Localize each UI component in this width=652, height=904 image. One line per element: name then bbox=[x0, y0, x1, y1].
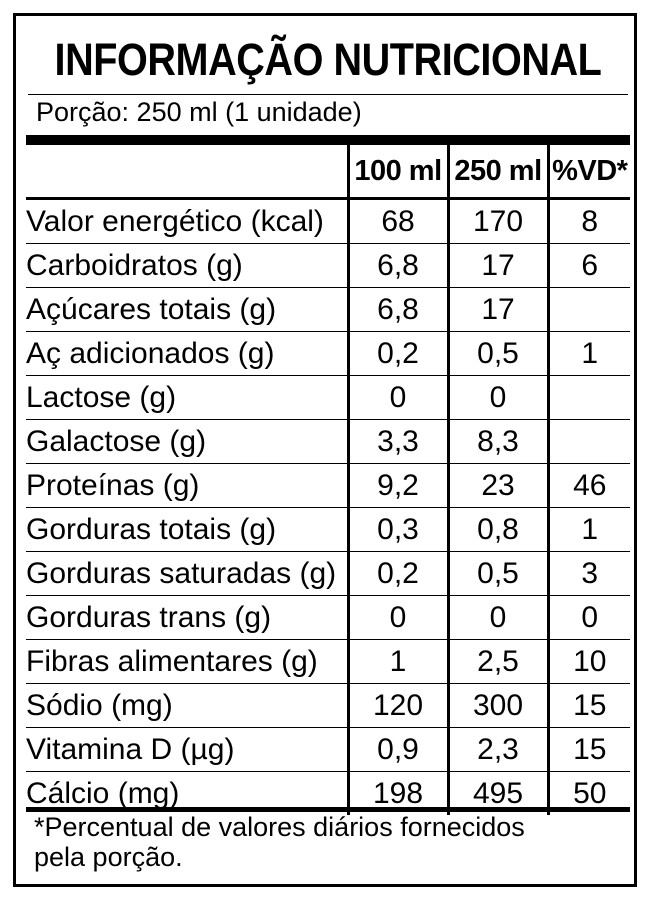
table-row: Gorduras saturadas (g) 0,2 0,5 3 bbox=[26, 551, 630, 596]
table-row: Gorduras trans (g) 0 0 0 bbox=[26, 595, 630, 640]
value-daily-percent: 0 bbox=[581, 600, 599, 634]
table-row: Proteínas (g) 9,2 23 46 bbox=[26, 463, 630, 508]
table-row: Carboidratos (g) 6,8 17 6 bbox=[26, 243, 630, 288]
value-daily-percent bbox=[548, 288, 630, 332]
value-daily-percent: 10 bbox=[573, 644, 607, 678]
value-daily-percent: 3 bbox=[581, 556, 599, 590]
table-header-row: 100 ml 250 ml %VD* bbox=[26, 145, 630, 199]
nutrient-name: Vitamina D (µg) bbox=[26, 727, 350, 772]
nutrient-name: Sódio (mg) bbox=[26, 683, 350, 728]
nutrient-name: Gorduras trans (g) bbox=[26, 595, 350, 640]
bottom-divider bbox=[26, 807, 630, 812]
value-per-250ml: 0,5 bbox=[448, 551, 550, 596]
value-daily-percent: 1 bbox=[581, 512, 599, 546]
value-per-100ml: 9,2 bbox=[348, 463, 450, 508]
value-daily-percent bbox=[548, 376, 630, 420]
value-per-250ml: 2,3 bbox=[448, 727, 550, 772]
label-title: INFORMAÇÃO NUTRICIONAL bbox=[54, 34, 602, 85]
footnote-line: *Percentual de valores diários fornecido… bbox=[34, 812, 525, 842]
table-row: Vitamina D (µg) 0,9 2,3 15 bbox=[26, 727, 630, 772]
header-nutrient bbox=[26, 145, 350, 199]
value-per-100ml: 6,8 bbox=[348, 243, 450, 288]
table-row: Aç adicionados (g) 0,2 0,5 1 bbox=[26, 331, 630, 376]
value-per-100ml: 120 bbox=[348, 683, 450, 728]
value-per-250ml: 0 bbox=[448, 375, 550, 420]
table-row: Lactose (g) 0 0 bbox=[26, 375, 630, 420]
nutrient-name: Proteínas (g) bbox=[26, 463, 350, 508]
nutrition-table: 100 ml 250 ml %VD* Valor energético (kca… bbox=[26, 145, 630, 815]
value-per-250ml: 0,5 bbox=[448, 331, 550, 376]
value-per-100ml: 3,3 bbox=[348, 419, 450, 464]
table-row: Fibras alimentares (g) 1 2,5 10 bbox=[26, 639, 630, 684]
table-row: Sódio (mg) 120 300 15 bbox=[26, 683, 630, 728]
value-per-250ml: 0,8 bbox=[448, 507, 550, 552]
value-per-250ml: 23 bbox=[448, 463, 550, 508]
value-daily-percent: 15 bbox=[573, 688, 607, 722]
nutrient-name: Lactose (g) bbox=[26, 375, 350, 420]
value-daily-percent: 50 bbox=[573, 776, 607, 810]
table-row: Açúcares totais (g) 6,8 17 bbox=[26, 287, 630, 332]
title-divider bbox=[28, 94, 628, 95]
value-per-250ml: 0 bbox=[448, 595, 550, 640]
footnote-line: pela porção. bbox=[34, 842, 183, 872]
thick-divider bbox=[26, 135, 630, 145]
nutrient-name: Gorduras saturadas (g) bbox=[26, 551, 350, 596]
value-per-250ml: 17 bbox=[448, 243, 550, 288]
value-daily-percent bbox=[548, 420, 630, 464]
value-per-250ml: 2,5 bbox=[448, 639, 550, 684]
header-daily-value: %VD* bbox=[552, 155, 628, 187]
table-row: Galactose (g) 3,3 8,3 bbox=[26, 419, 630, 464]
value-per-100ml: 0,3 bbox=[348, 507, 450, 552]
value-daily-percent: 8 bbox=[581, 204, 599, 238]
value-per-250ml: 170 bbox=[448, 198, 550, 244]
value-per-100ml: 6,8 bbox=[348, 287, 450, 332]
table-row: Valor energético (kcal) 68 170 8 bbox=[26, 198, 630, 244]
header-per-100ml: 100 ml bbox=[348, 145, 450, 199]
table-row: Gorduras totais (g) 0,3 0,8 1 bbox=[26, 507, 630, 552]
value-daily-percent: 1 bbox=[581, 336, 599, 370]
value-per-100ml: 0,2 bbox=[348, 551, 450, 596]
value-per-250ml: 8,3 bbox=[448, 419, 550, 464]
value-per-100ml: 68 bbox=[348, 198, 450, 244]
nutrient-name: Valor energético (kcal) bbox=[26, 198, 350, 244]
footnote: *Percentual de valores diários fornecido… bbox=[34, 812, 624, 872]
value-per-250ml: 17 bbox=[448, 287, 550, 332]
value-daily-percent: 6 bbox=[581, 248, 599, 282]
nutrient-name: Açúcares totais (g) bbox=[26, 287, 350, 332]
nutrition-facts-label: INFORMAÇÃO NUTRICIONAL Porção: 250 ml (1… bbox=[13, 13, 637, 887]
header-per-250ml: 250 ml bbox=[448, 145, 550, 199]
value-per-250ml: 300 bbox=[448, 683, 550, 728]
value-daily-percent: 46 bbox=[573, 468, 607, 502]
value-per-100ml: 0 bbox=[348, 595, 450, 640]
nutrient-name: Carboidratos (g) bbox=[26, 243, 350, 288]
nutrient-name: Galactose (g) bbox=[26, 419, 350, 464]
value-per-100ml: 1 bbox=[348, 639, 450, 684]
table-row: Cálcio (mg) 198 495 50 bbox=[26, 771, 630, 815]
portion-size: Porção: 250 ml (1 unidade) bbox=[36, 97, 362, 127]
value-per-100ml: 0,2 bbox=[348, 331, 450, 376]
value-per-100ml: 0,9 bbox=[348, 727, 450, 772]
value-per-100ml: 0 bbox=[348, 375, 450, 420]
value-daily-percent: 15 bbox=[573, 732, 607, 766]
nutrient-name: Aç adicionados (g) bbox=[26, 331, 350, 376]
nutrient-name: Gorduras totais (g) bbox=[26, 507, 350, 552]
nutrient-name: Fibras alimentares (g) bbox=[26, 639, 350, 684]
